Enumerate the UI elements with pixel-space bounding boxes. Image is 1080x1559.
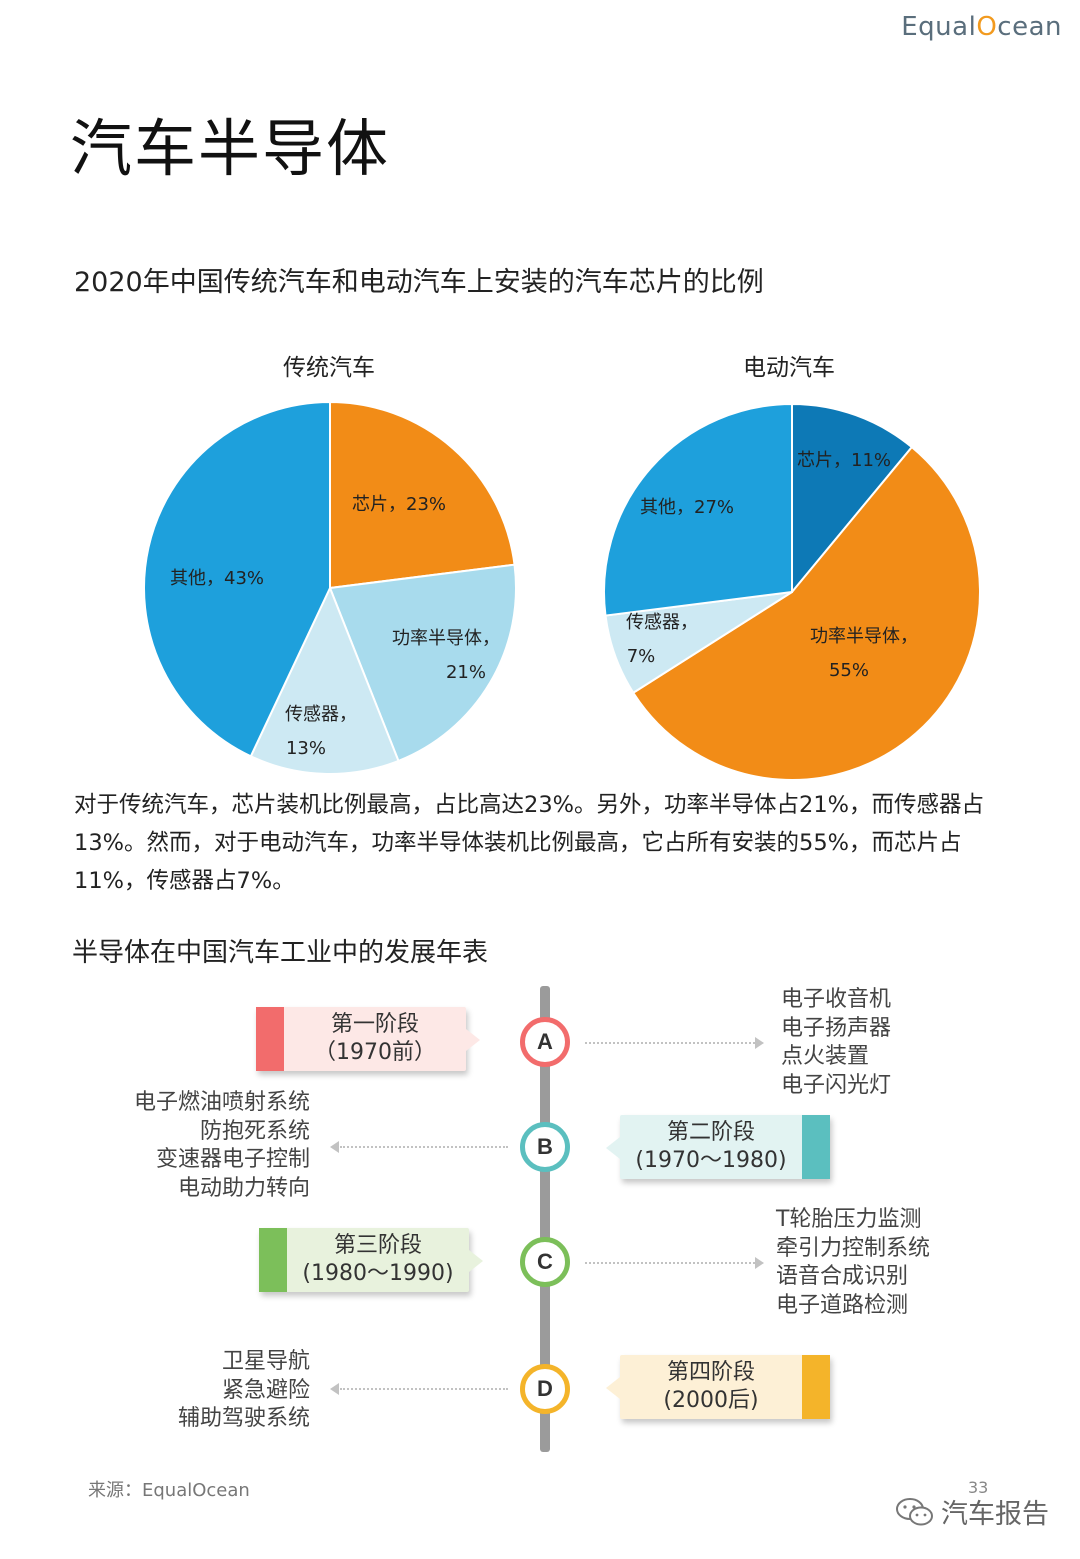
stage-d-marker: D	[520, 1364, 570, 1414]
list-item: 电子道路检测	[776, 1292, 909, 1318]
stage-c-period: (1980～1990)	[302, 1261, 454, 1286]
slice-label-line: 传感器，	[626, 612, 698, 633]
pie-electric	[603, 402, 981, 781]
slice-label-traditional-chip: 芯片，23%	[352, 494, 447, 515]
stage-b-label: 第二阶段 (1970～1980)	[620, 1119, 802, 1175]
stage-b-connector-arrow	[330, 1141, 339, 1153]
stage-a-pointer	[466, 1029, 480, 1051]
list-item: 电子收音机	[781, 987, 892, 1012]
list-item: 防抱死系统	[199, 1118, 310, 1144]
slice-label-line: 功率半导体，	[392, 628, 500, 649]
list-item: 电子燃油喷射系统	[133, 1090, 310, 1115]
pie-slice-traditional-power	[328, 563, 517, 763]
stage-c-connector-arrow	[755, 1257, 764, 1269]
slice-label-traditional-power: 功率半导体， 21%	[392, 622, 500, 690]
pie-slice-electric-power	[631, 445, 981, 781]
watermark-text: 汽车报告	[941, 1499, 1049, 1530]
stage-a-items: 电子收音机 电子扬声器 点火装置 电子闪光灯	[781, 986, 891, 1100]
stage-d-color-bar	[802, 1355, 830, 1419]
stage-d-items: 卫星导航 紧急避险 辅助驾驶系统	[80, 1348, 310, 1434]
stage-a-color-bar	[256, 1007, 284, 1071]
pie-title-traditional: 传统汽车	[283, 355, 375, 381]
stage-d-box: 第四阶段 (2000后)	[606, 1355, 830, 1419]
stage-a-connector	[585, 1042, 755, 1044]
stage-c-marker: C	[520, 1237, 570, 1287]
stage-c-items: T轮胎压力监测 牵引力控制系统 语音合成识别 电子道路检测	[776, 1206, 930, 1320]
slice-label-electric-chip: 芯片，11%	[797, 450, 892, 471]
stage-a-period: （1970前）	[314, 1040, 436, 1065]
stage-c-color-bar	[259, 1228, 287, 1292]
stage-d-name: 第四阶段	[666, 1360, 755, 1385]
slice-label-electric-other: 其他，27%	[640, 497, 735, 518]
stage-b-period: (1970～1980)	[635, 1148, 787, 1173]
stage-b-items: 电子燃油喷射系统 防抱死系统 变速器电子控制 电动助力转向	[80, 1089, 310, 1203]
pie-slice-traditional-sensor	[249, 585, 400, 775]
brand-logo: EqualOcean	[901, 12, 1062, 42]
pie-traditional	[143, 400, 517, 775]
stage-d-connector	[340, 1388, 508, 1390]
slice-label-line: 传感器，	[285, 704, 357, 725]
slice-label-line: 7%	[626, 646, 656, 667]
stage-c-box: 第三阶段 (1980～1990)	[259, 1228, 483, 1292]
stage-d-connector-arrow	[330, 1383, 339, 1395]
slice-label-line: 21%	[445, 662, 486, 683]
summary-paragraph: 对于传统汽车，芯片装机比例最高，占比高达23%。另外，功率半导体占21%，而传感…	[74, 792, 985, 894]
slice-label-traditional-sensor: 传感器， 13%	[285, 698, 357, 766]
list-item: 牵引力控制系统	[776, 1235, 931, 1261]
pie-charts	[143, 400, 981, 781]
pie-slice-electric-chip	[791, 402, 914, 595]
list-item: 辅助驾驶系统	[177, 1406, 310, 1431]
list-item: 卫星导航	[221, 1349, 310, 1374]
logo-o: O	[976, 12, 998, 42]
stage-a-label: 第一阶段 （1970前）	[284, 1011, 466, 1067]
list-item: 语音合成识别	[776, 1264, 909, 1289]
stage-c-label: 第三阶段 (1980～1990)	[287, 1232, 469, 1288]
stage-d-label: 第四阶段 (2000后)	[620, 1359, 802, 1415]
list-item: 电动助力转向	[177, 1175, 310, 1201]
page-number: 33	[968, 1478, 989, 1497]
stage-a-box: 第一阶段 （1970前）	[256, 1007, 480, 1071]
stage-c-connector	[585, 1262, 755, 1264]
stage-c-name: 第三阶段	[333, 1233, 422, 1258]
stage-b-name: 第二阶段	[666, 1120, 755, 1145]
list-item: 紧急避险	[221, 1377, 310, 1403]
pie-slice-traditional-chip	[329, 400, 516, 590]
slice-label-electric-power: 功率半导体， 55%	[810, 620, 918, 688]
stage-a-marker: A	[520, 1017, 570, 1067]
stage-b-box: 第二阶段 (1970～1980)	[606, 1115, 830, 1179]
stage-d-period: (2000后)	[663, 1388, 759, 1413]
pie-slice-electric-other	[603, 402, 793, 617]
slice-label-electric-sensor: 传感器， 7%	[626, 606, 698, 674]
wechat-icon	[896, 1497, 933, 1525]
list-item: 变速器电子控制	[155, 1147, 310, 1172]
logo-prefix: Equal	[901, 12, 977, 42]
timeline-axis	[540, 986, 550, 1452]
timeline-section-title: 半导体在中国汽车工业中的发展年表	[72, 938, 489, 968]
logo-suffix: cean	[997, 12, 1062, 42]
list-item: 电子闪光灯	[781, 1072, 892, 1098]
stage-b-marker: B	[520, 1122, 570, 1172]
pie-slice-traditional-other	[143, 400, 331, 758]
chart-section-title: 2020年中国传统汽车和电动汽车上安装的汽车芯片的比例	[74, 267, 764, 298]
stage-d-pointer	[606, 1377, 620, 1399]
stage-b-color-bar	[802, 1115, 830, 1179]
list-item: 电子扬声器	[781, 1015, 892, 1041]
pie-title-electric: 电动汽车	[743, 355, 835, 381]
stage-b-pointer	[606, 1137, 620, 1159]
list-item: T轮胎压力监测	[776, 1207, 922, 1232]
watermark: 汽车报告	[895, 1492, 1049, 1531]
source-note: 来源：EqualOcean	[88, 1480, 250, 1501]
stage-c-pointer	[469, 1250, 483, 1272]
slice-label-line: 55%	[828, 660, 869, 681]
slice-label-traditional-other: 其他，43%	[170, 568, 265, 589]
list-item: 点火装置	[781, 1044, 870, 1069]
stage-b-connector	[340, 1146, 508, 1148]
slice-label-line: 功率半导体，	[810, 626, 918, 647]
stage-a-name: 第一阶段	[330, 1012, 419, 1037]
slice-label-line: 13%	[285, 738, 326, 759]
stage-a-connector-arrow	[755, 1037, 764, 1049]
page-title: 汽车半导体	[70, 112, 391, 185]
